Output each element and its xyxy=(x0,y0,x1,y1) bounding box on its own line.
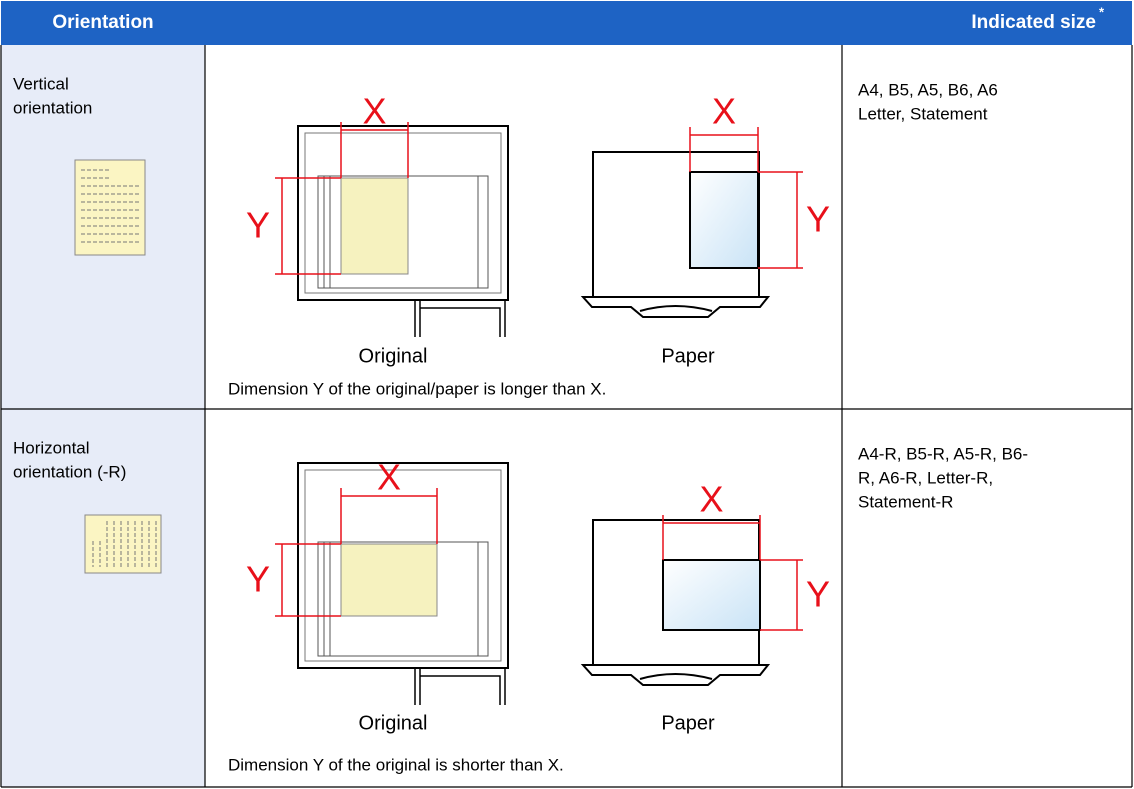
paper-caption: Paper xyxy=(661,345,715,367)
x-label: X xyxy=(712,91,736,132)
scanner-inner xyxy=(304,469,502,662)
orientation-icon xyxy=(84,514,162,574)
y-label: Y xyxy=(806,574,830,615)
original-caption: Original xyxy=(359,345,428,367)
header-orientation: Orientation xyxy=(52,12,153,33)
y-label: Y xyxy=(246,559,270,600)
y-label: Y xyxy=(246,205,270,246)
scanner-stand xyxy=(414,668,506,705)
header-size: Indicated size xyxy=(971,12,1096,33)
size-text: A4-R, B5-R, A5-R, B6- xyxy=(858,444,1028,463)
paper-caption: Paper xyxy=(661,712,715,734)
orientation-text: orientation (-R) xyxy=(13,462,126,481)
output-tray xyxy=(580,664,771,686)
x-label: X xyxy=(362,91,386,132)
original-sheet xyxy=(340,177,409,275)
scanner-stand xyxy=(414,300,506,337)
header-bg xyxy=(1,1,1132,45)
output-tray xyxy=(580,296,771,318)
first-column-bg xyxy=(1,45,205,787)
x-label: X xyxy=(699,479,723,520)
note: Dimension Y of the original/paper is lon… xyxy=(228,379,606,398)
note: Dimension Y of the original is shorter t… xyxy=(228,755,564,774)
orientation-text: Horizontal xyxy=(13,438,90,457)
scanner-inner xyxy=(304,132,502,294)
x-label: X xyxy=(377,457,401,498)
size-text: Letter, Statement xyxy=(858,104,988,123)
size-text: R, A6-R, Letter-R, xyxy=(858,468,993,487)
orientation-text: Vertical xyxy=(13,74,69,93)
original-sheet xyxy=(340,543,438,617)
orientation-icon xyxy=(74,159,146,256)
header-size-mark: * xyxy=(1099,4,1105,19)
size-text: A4, B5, A5, B6, A6 xyxy=(858,80,998,99)
size-text: Statement-R xyxy=(858,492,953,511)
orientation-text: orientation xyxy=(13,98,92,117)
scanner-glass xyxy=(317,175,489,289)
scanner-glass xyxy=(317,541,489,657)
original-caption: Original xyxy=(359,712,428,734)
y-label: Y xyxy=(806,199,830,240)
table-borders xyxy=(0,45,1133,788)
paper-sheet xyxy=(662,559,761,631)
paper-sheet xyxy=(689,171,759,269)
